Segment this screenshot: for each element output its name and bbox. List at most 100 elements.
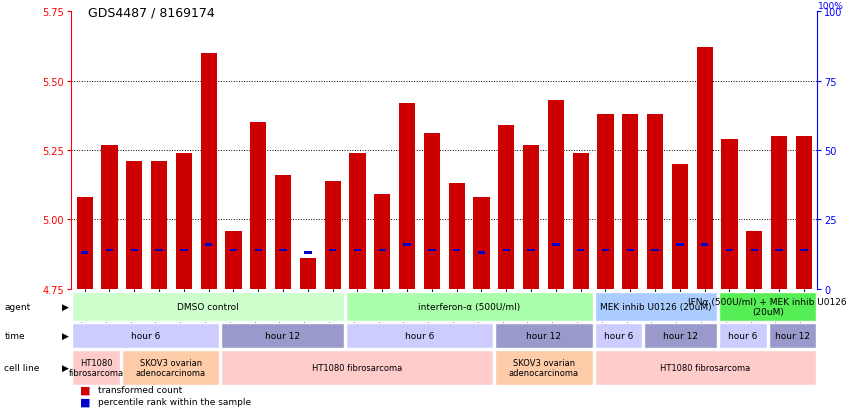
- Bar: [229, 249, 237, 252]
- Bar: [495, 351, 592, 385]
- Bar: [275, 176, 291, 289]
- Text: ▶: ▶: [62, 302, 69, 311]
- Bar: [645, 323, 717, 348]
- Bar: [106, 249, 113, 252]
- Bar: [647, 115, 663, 289]
- Bar: [478, 252, 485, 254]
- Bar: [751, 249, 758, 252]
- Bar: [453, 249, 461, 252]
- Bar: [627, 249, 634, 252]
- Text: SKOV3 ovarian
adenocarcinoma: SKOV3 ovarian adenocarcinoma: [135, 358, 205, 377]
- Text: percentile rank within the sample: percentile rank within the sample: [98, 397, 252, 406]
- Bar: [595, 292, 717, 321]
- Bar: [329, 249, 336, 252]
- Bar: [222, 351, 493, 385]
- Bar: [374, 195, 390, 289]
- Bar: [701, 243, 709, 246]
- Text: GDS4487 / 8169174: GDS4487 / 8169174: [88, 6, 215, 19]
- Bar: [498, 126, 514, 289]
- Bar: [502, 249, 510, 252]
- Bar: [346, 292, 592, 321]
- Text: DMSO control: DMSO control: [177, 302, 239, 311]
- Bar: [378, 249, 386, 252]
- Bar: [122, 351, 219, 385]
- Bar: [72, 323, 219, 348]
- Bar: [250, 123, 266, 289]
- Bar: [403, 243, 411, 246]
- Bar: [77, 198, 92, 289]
- Text: HT1080
fibrosarcoma: HT1080 fibrosarcoma: [68, 358, 123, 377]
- Bar: [697, 48, 713, 289]
- Bar: [180, 249, 187, 252]
- Bar: [548, 101, 564, 289]
- Bar: [449, 184, 465, 289]
- Text: HT1080 fibrosarcoma: HT1080 fibrosarcoma: [660, 363, 751, 372]
- Text: hour 12: hour 12: [775, 331, 810, 340]
- Bar: [225, 231, 241, 289]
- Bar: [800, 249, 807, 252]
- Bar: [595, 323, 642, 348]
- Bar: [254, 249, 262, 252]
- Text: hour 6: hour 6: [728, 331, 758, 340]
- Bar: [595, 351, 817, 385]
- Bar: [495, 323, 592, 348]
- Bar: [155, 249, 163, 252]
- Text: ▶: ▶: [62, 331, 69, 340]
- Bar: [722, 140, 738, 289]
- Bar: [552, 243, 560, 246]
- Text: SKOV3 ovarian
adenocarcinoma: SKOV3 ovarian adenocarcinoma: [508, 358, 579, 377]
- Bar: [672, 164, 688, 289]
- Text: ■: ■: [80, 397, 90, 407]
- Bar: [324, 181, 341, 289]
- Text: hour 6: hour 6: [131, 331, 160, 340]
- Text: time: time: [4, 331, 25, 340]
- Bar: [527, 249, 535, 252]
- Bar: [428, 249, 436, 252]
- Bar: [523, 145, 539, 289]
- Bar: [573, 154, 589, 289]
- Bar: [771, 137, 788, 289]
- Text: hour 12: hour 12: [265, 331, 300, 340]
- Bar: [131, 249, 138, 252]
- Bar: [776, 249, 782, 252]
- Bar: [205, 243, 212, 246]
- Bar: [746, 231, 763, 289]
- Bar: [101, 145, 117, 289]
- Bar: [473, 198, 490, 289]
- Text: cell line: cell line: [4, 363, 39, 372]
- Text: agent: agent: [4, 302, 31, 311]
- Bar: [126, 162, 142, 289]
- Bar: [300, 259, 316, 289]
- Text: MEK inhib U0126 (20uM): MEK inhib U0126 (20uM): [600, 302, 711, 311]
- Bar: [346, 323, 493, 348]
- Bar: [304, 252, 312, 254]
- Text: 100%: 100%: [817, 2, 843, 11]
- Text: ■: ■: [80, 385, 90, 394]
- Bar: [769, 323, 817, 348]
- Bar: [597, 115, 614, 289]
- Bar: [200, 54, 217, 289]
- Bar: [602, 249, 609, 252]
- Text: transformed count: transformed count: [98, 385, 182, 394]
- Bar: [81, 252, 88, 254]
- Bar: [72, 351, 120, 385]
- Text: HT1080 fibrosarcoma: HT1080 fibrosarcoma: [312, 363, 402, 372]
- Bar: [719, 323, 767, 348]
- Bar: [676, 243, 684, 246]
- Bar: [577, 249, 585, 252]
- Bar: [279, 249, 287, 252]
- Bar: [399, 104, 415, 289]
- Bar: [151, 162, 167, 289]
- Bar: [726, 249, 734, 252]
- Text: hour 12: hour 12: [663, 331, 698, 340]
- Bar: [719, 292, 817, 321]
- Bar: [424, 134, 440, 289]
- Text: hour 12: hour 12: [526, 331, 562, 340]
- Text: hour 6: hour 6: [603, 331, 633, 340]
- Bar: [222, 323, 344, 348]
- Bar: [354, 249, 361, 252]
- Text: interferon-α (500U/ml): interferon-α (500U/ml): [418, 302, 520, 311]
- Bar: [796, 137, 811, 289]
- Bar: [175, 154, 192, 289]
- Text: ▶: ▶: [62, 363, 69, 372]
